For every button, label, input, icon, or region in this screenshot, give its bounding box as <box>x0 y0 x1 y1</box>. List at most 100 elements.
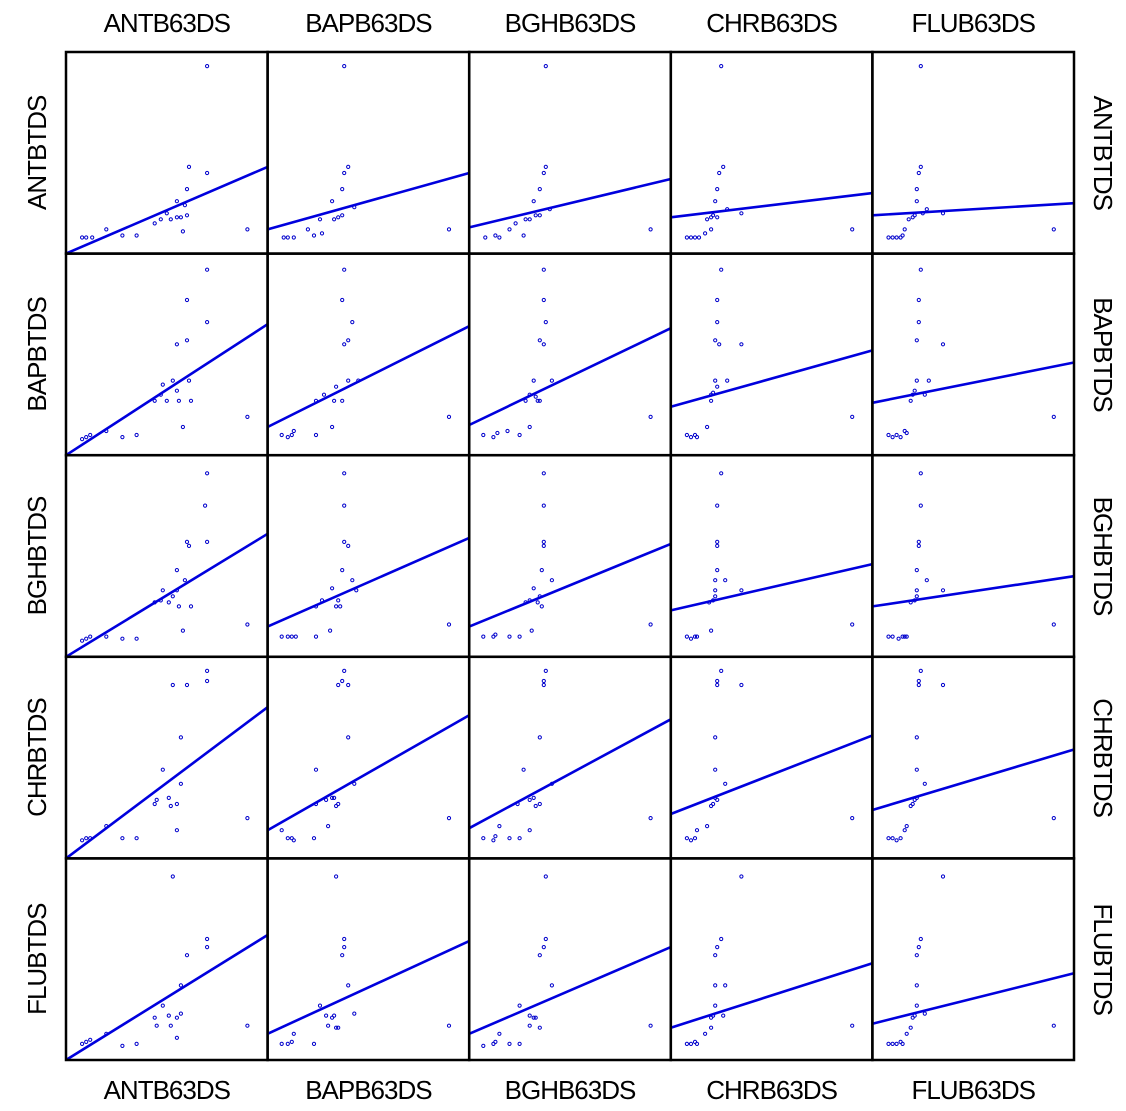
data-point <box>539 604 544 609</box>
data-point <box>313 634 319 639</box>
data-point <box>84 435 89 440</box>
panel-frame <box>64 50 269 255</box>
data-point <box>178 1011 183 1016</box>
data-point <box>346 543 351 549</box>
data-point <box>531 795 536 801</box>
data-point <box>334 874 339 879</box>
data-point <box>850 1023 855 1028</box>
top-axis-labels: ANTB63DS BAPB63DS BGHB63DS CHRB63DS FLUB63DS <box>104 8 1037 38</box>
fit-line <box>872 201 1075 217</box>
data-point <box>914 953 919 958</box>
data-point <box>715 678 720 684</box>
data-point <box>910 801 915 807</box>
data-point <box>186 543 192 549</box>
data-point <box>342 64 347 69</box>
data-point <box>715 568 720 573</box>
panel-r1-c2 <box>266 50 471 255</box>
data-point <box>174 388 179 393</box>
data-point <box>703 231 708 236</box>
panel-r3-c4 <box>669 453 874 659</box>
data-point <box>507 1041 512 1047</box>
left-label-chrbtds: CHRBTDS <box>22 698 52 817</box>
data-point <box>493 1039 498 1045</box>
data-point <box>912 388 917 393</box>
data-point <box>491 838 496 843</box>
data-point <box>336 598 341 603</box>
data-point <box>285 836 290 841</box>
data-point <box>709 628 714 633</box>
data-point <box>342 342 347 347</box>
data-point <box>180 424 185 430</box>
data-point <box>723 578 728 583</box>
data-point <box>184 953 190 958</box>
panel-r4-c3 <box>467 655 673 860</box>
data-point <box>513 221 518 226</box>
data-point <box>168 803 173 809</box>
data-point <box>713 953 718 958</box>
data-point <box>332 1013 337 1018</box>
panel-frame <box>266 655 471 860</box>
data-point <box>517 432 522 438</box>
right-label-chrbtds: CHRBTDS <box>1088 698 1118 817</box>
data-point <box>346 983 351 988</box>
panel-r4-c4 <box>669 655 874 860</box>
data-point <box>80 638 85 643</box>
data-point <box>688 1041 694 1047</box>
data-point <box>694 828 700 833</box>
panel-r3-c1 <box>64 453 269 659</box>
data-point <box>170 378 175 383</box>
data-point <box>703 1031 708 1036</box>
data-point <box>507 634 512 639</box>
data-point <box>311 233 317 238</box>
fit-line <box>468 327 672 427</box>
data-point <box>904 430 909 436</box>
data-point <box>1051 414 1056 419</box>
data-point <box>493 834 498 839</box>
data-point <box>541 267 546 272</box>
data-point <box>446 414 452 419</box>
data-point <box>914 767 919 772</box>
data-point <box>313 767 319 772</box>
data-point <box>688 636 694 641</box>
data-point <box>648 1023 653 1028</box>
data-point <box>120 1043 125 1049</box>
data-point <box>713 1003 718 1008</box>
panel-r2-c1 <box>64 252 269 457</box>
data-point <box>713 338 718 343</box>
data-point <box>914 588 919 593</box>
data-point <box>543 668 548 674</box>
data-point <box>918 503 923 508</box>
data-point <box>916 320 921 325</box>
data-point <box>293 634 298 639</box>
data-point <box>914 1003 919 1008</box>
data-point <box>350 578 355 583</box>
fit-line <box>267 325 470 429</box>
data-point <box>713 588 718 593</box>
data-point <box>134 1041 139 1047</box>
data-point <box>914 338 919 343</box>
data-point <box>205 170 210 176</box>
data-point <box>342 471 347 476</box>
panel-frame <box>669 655 874 860</box>
fit-line <box>65 323 269 457</box>
data-point <box>134 233 139 238</box>
data-point <box>184 682 190 688</box>
data-point <box>715 187 720 192</box>
data-point <box>346 338 351 343</box>
data-point <box>184 297 190 303</box>
data-point <box>88 1037 93 1042</box>
data-point <box>342 267 347 272</box>
data-point <box>898 836 903 841</box>
data-point <box>80 437 85 442</box>
data-point <box>926 378 931 383</box>
panel-frame <box>467 252 673 457</box>
panel-r1-c5 <box>871 50 1076 255</box>
data-point <box>174 215 179 220</box>
data-point <box>537 735 542 740</box>
data-point <box>481 634 486 639</box>
data-point <box>904 824 909 829</box>
data-point <box>1051 1023 1056 1028</box>
data-point <box>723 983 728 988</box>
data-point <box>916 678 921 684</box>
